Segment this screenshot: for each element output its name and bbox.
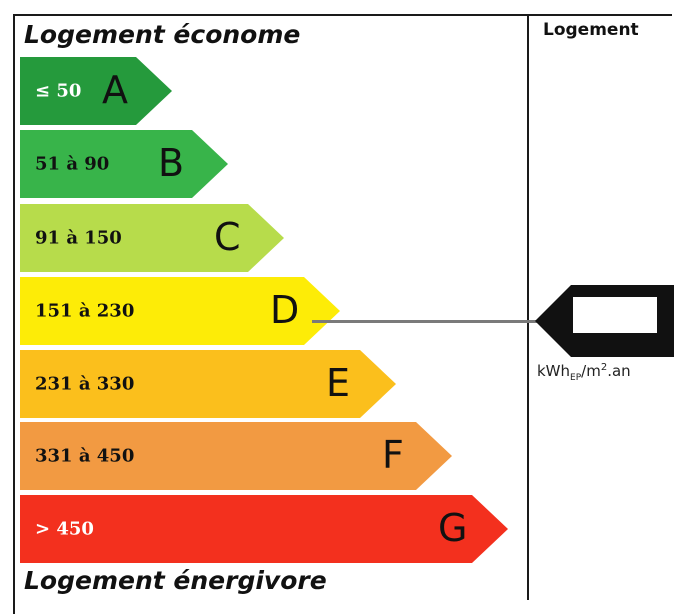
energy-class-band-c: 91 à 150 C <box>20 204 284 272</box>
energy-class-band-b: 51 à 90 B <box>20 130 228 198</box>
band-fill <box>20 422 452 490</box>
band-arrow-shape <box>20 495 508 563</box>
band-fill <box>20 130 228 198</box>
band-fill <box>20 350 396 418</box>
band-arrow-shape <box>20 422 452 490</box>
class-range-label: 151 à 230 <box>35 300 135 322</box>
band-fill <box>20 495 508 563</box>
band-fill <box>20 204 284 272</box>
value-marker-arrow <box>535 285 674 357</box>
indicator-connector-line <box>312 320 538 323</box>
band-arrow-shape <box>20 204 284 272</box>
housing-column-header: Logement <box>543 20 639 40</box>
class-range-label: 231 à 330 <box>35 373 135 395</box>
class-letter: G <box>438 506 468 551</box>
marker-value-box <box>573 297 657 333</box>
class-range-label: 51 à 90 <box>35 153 110 175</box>
energy-class-band-d: 151 à 230 D <box>20 277 340 345</box>
class-letter: A <box>102 68 128 113</box>
class-letter: F <box>382 433 404 478</box>
unit-per-year: .an <box>607 362 631 380</box>
class-range-label: ≤ 50 <box>35 80 82 102</box>
band-arrow-shape <box>20 350 396 418</box>
unit-per-area: /m <box>581 362 601 380</box>
unit-superscript: 2 <box>600 362 608 373</box>
band-arrow-shape <box>20 277 340 345</box>
economical-housing-label: Logement économe <box>24 20 301 49</box>
energy-class-band-a: ≤ 50 A <box>20 57 172 125</box>
class-letter: B <box>158 141 185 186</box>
band-fill <box>20 57 172 125</box>
unit-subscript: EP <box>570 373 582 383</box>
energy-class-band-e: 231 à 330 E <box>20 350 396 418</box>
band-arrow-shape <box>20 130 228 198</box>
energy-class-band-g: > 450 G <box>20 495 508 563</box>
column-divider <box>527 14 529 600</box>
class-letter: C <box>214 215 241 260</box>
band-fill <box>20 277 340 345</box>
label-frame <box>13 14 672 614</box>
energy-unit-label: kWhEP/m2.an <box>537 362 631 383</box>
class-letter: D <box>270 288 300 333</box>
unit-main: kWh <box>537 362 571 380</box>
energy-intensive-housing-label: Logement énergivore <box>24 566 327 595</box>
class-range-label: 91 à 150 <box>35 227 122 249</box>
band-arrow-shape <box>20 57 172 125</box>
class-letter: E <box>326 361 351 406</box>
class-range-label: > 450 <box>35 518 94 540</box>
class-range-label: 331 à 450 <box>35 445 135 467</box>
energy-class-band-f: 331 à 450 F <box>20 422 452 490</box>
